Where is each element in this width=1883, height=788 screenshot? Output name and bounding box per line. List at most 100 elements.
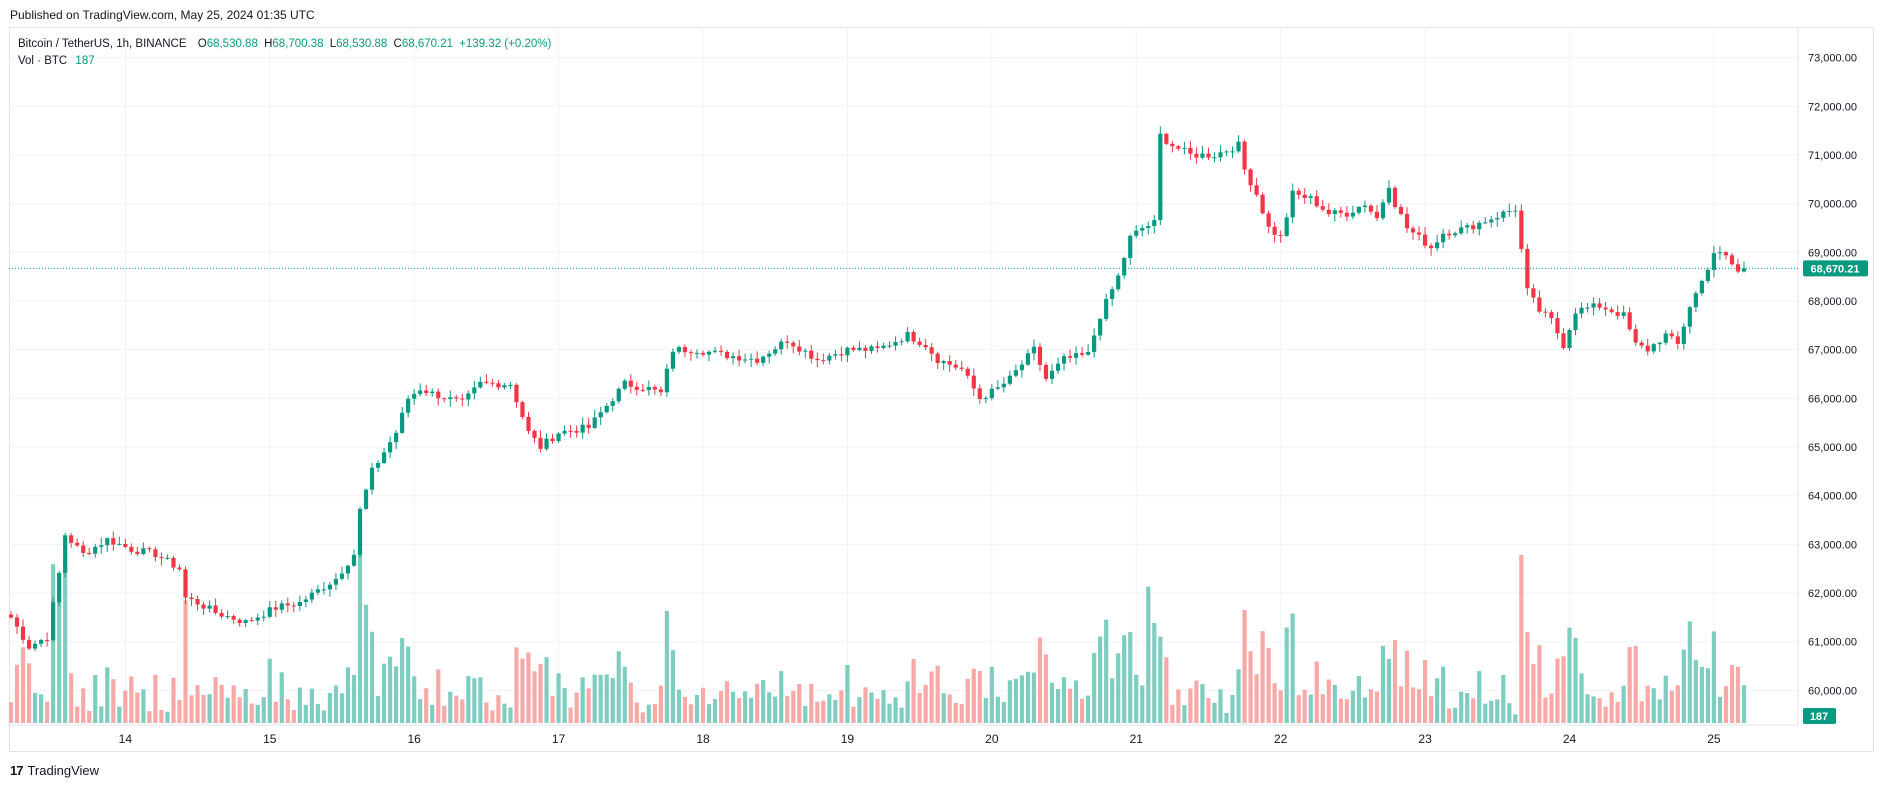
volume-bar (502, 703, 507, 723)
candle-body (1380, 202, 1386, 219)
volume-bar (610, 678, 615, 723)
candle-body (195, 599, 200, 605)
candle-body (1092, 335, 1097, 352)
candle-body (773, 349, 778, 354)
close-value: 68,670.21 (401, 38, 454, 50)
candle-body (779, 341, 784, 350)
candle-body (1236, 141, 1241, 152)
volume-bar (363, 604, 369, 723)
candle-body (881, 345, 886, 348)
chart-legend: Bitcoin / TetherUS, 1h, BINANCE O68,530.… (18, 36, 551, 70)
candle-body (580, 424, 585, 433)
volume-bar (436, 669, 441, 723)
volume-bar (586, 688, 591, 723)
volume-bar (1170, 704, 1175, 723)
volume-bar (953, 702, 958, 723)
volume-bar (598, 674, 603, 723)
price-tick-label: 64,000.00 (1808, 491, 1857, 503)
volume-bar (887, 703, 892, 723)
volume-bar (797, 683, 802, 723)
volume-bar (219, 684, 224, 723)
volume-bar (821, 700, 826, 723)
volume-bar (1723, 686, 1729, 723)
volume-bar (201, 695, 206, 723)
candle-body (851, 347, 856, 351)
volume-bar (1585, 694, 1590, 723)
candle-body (1134, 230, 1139, 236)
time-tick-label: 21 (1130, 732, 1144, 746)
candle-body (14, 617, 20, 627)
candle-body (1344, 212, 1349, 217)
candle-body (809, 350, 814, 359)
volume-bar (1603, 706, 1608, 723)
volume-bar (442, 705, 447, 723)
volume-bar (965, 678, 970, 723)
candle-body (57, 572, 62, 603)
candle-body (32, 643, 38, 649)
candle-body (1368, 205, 1374, 212)
volume-bar (1531, 663, 1536, 723)
candle-body (26, 639, 32, 649)
volume-bar (418, 699, 423, 723)
last-price-line: 68,670.21 187 (9, 260, 1868, 724)
candle-body (333, 578, 339, 585)
candle-body (1501, 211, 1506, 218)
volume-bar (857, 697, 862, 723)
candle-body (20, 626, 26, 640)
candle-body (1567, 330, 1572, 349)
candle-body (983, 398, 988, 400)
volume-bar (1031, 672, 1037, 723)
volume-bar (345, 667, 351, 723)
candle-body (285, 603, 290, 606)
volume-bar (38, 694, 44, 723)
volume-bar (1639, 701, 1644, 723)
volume-bar (1284, 627, 1289, 723)
candle-body (51, 602, 56, 641)
candle-body (147, 548, 152, 550)
candle-body (664, 368, 669, 393)
candle-body (755, 358, 760, 363)
volume-bar (761, 679, 766, 723)
volume-bar (369, 631, 375, 723)
candle-body (1422, 234, 1428, 246)
candle-body (821, 360, 826, 362)
volume-bar (93, 675, 98, 723)
volume-bar (231, 685, 236, 723)
volume-bar (1717, 696, 1723, 723)
candle-body (129, 546, 134, 552)
low-label: L (329, 38, 337, 50)
candle-body (1356, 206, 1361, 213)
volume-bar (1314, 661, 1319, 723)
price-tick-label: 63,000.00 (1808, 539, 1857, 551)
volume-bar (526, 652, 531, 723)
candle-body (1639, 342, 1644, 346)
volume-bar (1182, 705, 1187, 723)
candle-body (520, 402, 525, 418)
time-tick-label: 14 (119, 732, 133, 746)
volume-bar (147, 711, 152, 723)
candle-body (297, 601, 302, 607)
volume-bar (1356, 675, 1361, 723)
candle-body (460, 398, 465, 400)
volume-bar (803, 705, 808, 723)
chart-frame[interactable] (9, 27, 1874, 752)
volume-bar (1272, 683, 1277, 723)
candle-body (1073, 353, 1079, 358)
candle-body (833, 354, 838, 356)
candle-body (315, 589, 320, 593)
volume-bar (971, 668, 976, 723)
volume-bar (375, 696, 381, 723)
candle-body (911, 332, 916, 342)
candle-body (1128, 235, 1133, 259)
high-label: H (264, 38, 273, 50)
volume-bar (195, 685, 200, 723)
volume-bar (165, 711, 170, 723)
volume-bar (333, 685, 339, 723)
volume-bar (1073, 680, 1079, 723)
volume-bar (412, 676, 417, 723)
volume-bar (815, 701, 820, 723)
volume-bar (255, 704, 260, 723)
candle-body (357, 508, 363, 555)
candle-body (1272, 226, 1277, 235)
